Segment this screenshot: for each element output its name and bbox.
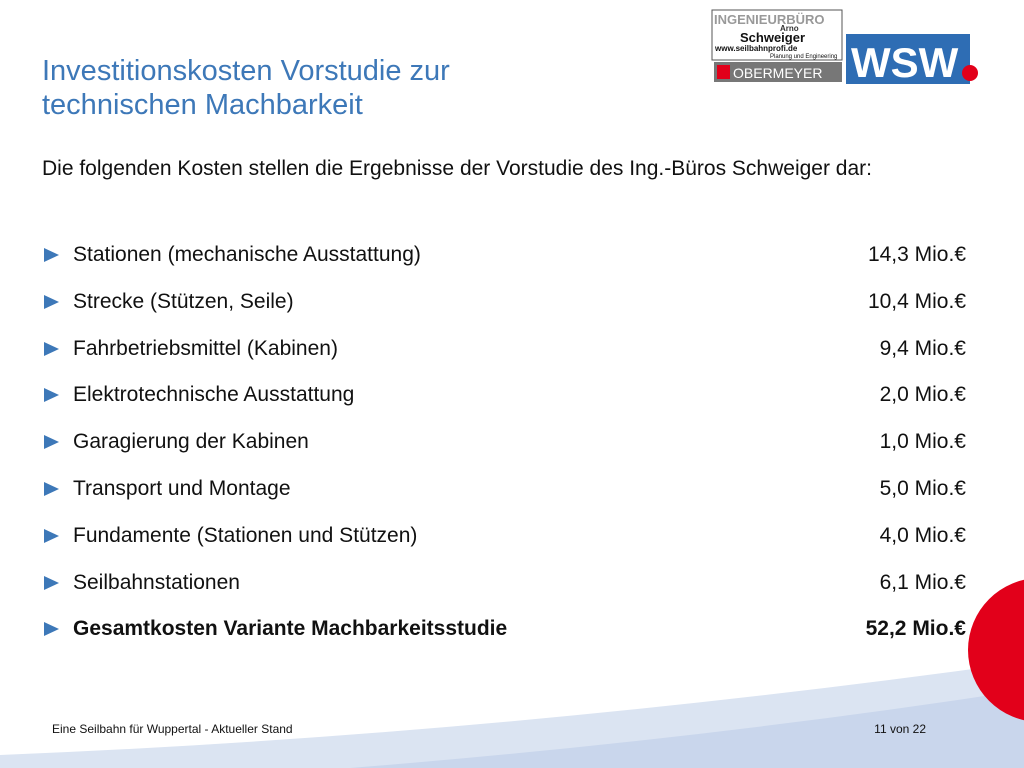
- item-amount: 1,0 Mio.€: [879, 430, 966, 454]
- item-label: Garagierung der Kabinen: [73, 430, 309, 454]
- item-amount: 52,2 Mio.€: [865, 617, 966, 641]
- cost-item: Seilbahnstationen 6,1 Mio.€: [42, 560, 966, 607]
- ib-name: Schweiger: [740, 30, 805, 45]
- item-label: Seilbahnstationen: [73, 570, 240, 594]
- item-label: Gesamtkosten Variante Machbarkeitsstudie: [73, 617, 508, 641]
- ib-top: INGENIEURBÜRO: [714, 12, 825, 27]
- cost-item: Elektrotechnische Ausstattung 2,0 Mio.€: [42, 372, 966, 419]
- cost-list: Stationen (mechanische Ausstattung) 14,3 …: [42, 232, 966, 653]
- intro: Die folgenden Kosten stellen die Ergebni…: [42, 157, 872, 180]
- item-amount: 14,3 Mio.€: [867, 243, 966, 266]
- ib-url: www.seilbahnprofi.de: [714, 44, 798, 53]
- item-amount: 2,0 Mio.€: [879, 383, 966, 407]
- red-circle: [968, 579, 1024, 721]
- wsw-dot: [962, 65, 978, 81]
- item-amount: 9,4 Mio.€: [879, 336, 966, 360]
- item-amount: 4,0 Mio.€: [879, 523, 966, 547]
- item-label: Stationen (mechanische Ausstattung): [73, 243, 421, 266]
- item-label: Transport und Montage: [73, 476, 291, 500]
- cost-item: Fundamente (Stationen und Stützen) 4,0 Mi…: [42, 513, 966, 560]
- footer-right: 11 von 22: [874, 722, 926, 736]
- item-label: Fahrbetriebsmittel (Kabinen): [73, 336, 338, 360]
- title: Investitionskosten Vorstudie zur technis…: [42, 54, 450, 122]
- item-amount: 6,1 Mio.€: [879, 570, 966, 594]
- cost-item: Fahrbetriebsmittel (Kabinen) 9,4 Mio.€: [42, 326, 966, 373]
- item-amount: 10,4 Mio.€: [867, 289, 966, 313]
- obermeyer: OBERMEYER: [733, 65, 822, 81]
- swoosh-dark: [350, 690, 1024, 768]
- title-line: technischen Machbarkeit: [42, 89, 363, 121]
- footer-left: Eine Seilbahn für Wuppertal - Aktueller …: [52, 722, 293, 736]
- item-label: Strecke (Stützen, Seile): [73, 289, 294, 313]
- item-label: Elektrotechnische Ausstattung: [73, 383, 355, 407]
- cost-item: Strecke (Stützen, Seile) 10,4 Mio.€: [42, 279, 966, 326]
- cost-item: Gesamtkosten Variante Machbarkeitsstudie…: [42, 606, 966, 653]
- ib-logo-box: [711, 9, 843, 61]
- cost-item: Transport und Montage 5,0 Mio.€: [42, 466, 966, 513]
- obermeyer-mark: [717, 65, 730, 79]
- title-line: Investitionskosten Vorstudie zur: [42, 55, 450, 87]
- item-amount: 5,0 Mio.€: [879, 476, 966, 500]
- ib-sub: Planung und Engineering: [770, 54, 837, 60]
- ib-first: Arno: [780, 24, 799, 33]
- item-label: Fundamente (Stationen und Stützen): [73, 523, 418, 547]
- cost-item: Garagierung der Kabinen 1,0 Mio.€: [42, 419, 966, 466]
- obermeyer-box: [714, 62, 842, 82]
- wsw-box: [846, 34, 970, 84]
- wsw: WSW: [851, 39, 959, 86]
- cost-item: Stationen (mechanische Ausstattung) 14,3 …: [42, 232, 966, 279]
